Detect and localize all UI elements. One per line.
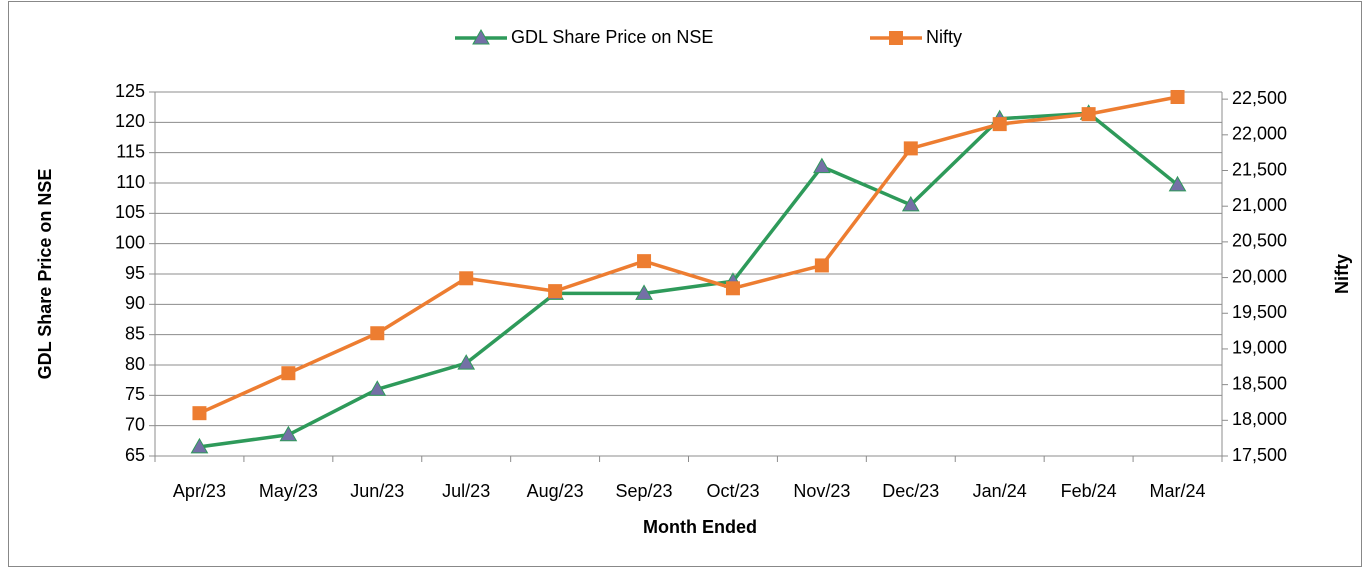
- y2-tick-label: 18,000: [1232, 409, 1287, 429]
- y-axis-title: GDL Share Price on NSE: [35, 169, 55, 380]
- x-tick-label: Feb/24: [1061, 481, 1117, 501]
- marker: [814, 258, 829, 273]
- marker: [635, 284, 653, 300]
- marker: [901, 195, 920, 212]
- marker: [370, 326, 385, 341]
- y-tick-label: 105: [115, 202, 145, 222]
- y2-tick-label: 20,500: [1232, 231, 1287, 251]
- series-line: [198, 95, 1178, 415]
- x-tick-label: Aug/23: [527, 481, 584, 501]
- y-tick-label: 65: [125, 445, 145, 465]
- marker: [1170, 89, 1185, 104]
- marker: [813, 157, 831, 174]
- x-tick-label: Sep/23: [616, 481, 673, 501]
- marker: [637, 254, 652, 269]
- x-axis-title: Month Ended: [643, 517, 757, 537]
- y-tick-label: 85: [125, 323, 145, 343]
- y2-tick-label: 19,000: [1232, 338, 1287, 358]
- x-tick-label: Dec/23: [882, 481, 939, 501]
- y-tick-label: 95: [125, 263, 145, 283]
- y-tick-label: 120: [115, 111, 145, 131]
- y-tick-label: 110: [116, 172, 145, 192]
- marker: [457, 354, 476, 370]
- y-tick-label: 90: [125, 293, 145, 313]
- y-tick-label: 70: [125, 414, 145, 434]
- legend-marker: [472, 28, 490, 45]
- x-tick-label: Nov/23: [793, 481, 850, 501]
- legend-label: GDL Share Price on NSE: [511, 27, 713, 47]
- x-tick-label: Jun/23: [350, 481, 404, 501]
- legend-label: Nifty: [926, 27, 962, 47]
- series-line: [199, 111, 1179, 449]
- marker: [281, 366, 296, 381]
- y2-tick-label: 20,000: [1232, 266, 1287, 286]
- y2-tick-label: 17,500: [1232, 445, 1287, 465]
- x-tick-label: Apr/23: [173, 481, 226, 501]
- y-tick-label: 115: [116, 141, 145, 161]
- x-tick-label: Mar/24: [1150, 481, 1206, 501]
- marker: [279, 425, 298, 442]
- y2-tick-label: 22,500: [1232, 88, 1287, 108]
- marker: [190, 437, 209, 454]
- y-tick-label: 125: [115, 81, 145, 101]
- chart-border: [8, 1, 1362, 567]
- y2-tick-label: 21,000: [1232, 195, 1287, 215]
- y-tick-label: 100: [115, 232, 145, 252]
- marker: [368, 380, 387, 396]
- marker: [192, 406, 207, 421]
- y2-axis-title: Nifty: [1332, 254, 1352, 294]
- marker: [459, 271, 474, 286]
- legend-marker: [889, 31, 903, 45]
- marker: [903, 141, 918, 156]
- x-tick-label: Oct/23: [706, 481, 759, 501]
- x-tick-label: Jul/23: [442, 481, 490, 501]
- marker: [1081, 107, 1096, 122]
- marker: [1168, 175, 1187, 192]
- y2-tick-label: 22,000: [1232, 124, 1287, 144]
- y2-tick-label: 18,500: [1232, 373, 1287, 393]
- y2-tick-label: 21,500: [1232, 159, 1287, 179]
- y-tick-label: 75: [125, 384, 145, 404]
- marker: [548, 284, 563, 299]
- x-tick-label: May/23: [259, 481, 318, 501]
- x-tick-label: Jan/24: [973, 481, 1027, 501]
- marker: [725, 281, 740, 296]
- y-tick-label: 80: [125, 354, 145, 374]
- marker: [992, 117, 1007, 132]
- y2-tick-label: 19,500: [1232, 302, 1287, 322]
